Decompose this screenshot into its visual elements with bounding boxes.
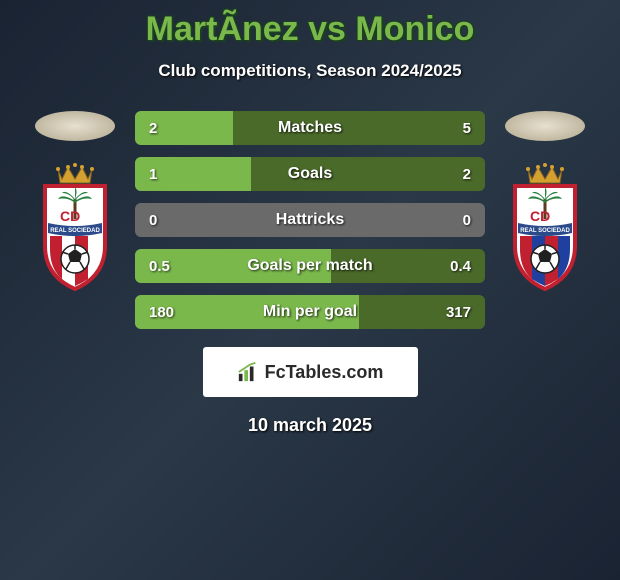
svg-text:REAL SOCIEDAD: REAL SOCIEDAD [520, 228, 570, 234]
player-left-avatar [35, 111, 115, 141]
stat-row: 0Hattricks0 [135, 203, 485, 237]
stat-value-right: 5 [463, 120, 471, 137]
stat-value-right: 0 [463, 212, 471, 229]
right-player-col: CD REAL SOCIEDAD [495, 111, 595, 291]
subtitle: Club competitions, Season 2024/2025 [158, 61, 461, 81]
player-right-avatar [505, 111, 585, 141]
stat-row: 2Matches5 [135, 111, 485, 145]
brand-badge[interactable]: FcTables.com [203, 347, 418, 397]
svg-text:CD: CD [530, 208, 550, 224]
stat-label: Matches [135, 119, 485, 137]
stat-label: Goals [135, 165, 485, 183]
left-player-col: CD REAL SOCIEDAD [25, 111, 125, 291]
page-title: MartÃ­nez vs Monico [146, 10, 475, 49]
stat-row: 1Goals2 [135, 157, 485, 191]
chart-icon [237, 361, 259, 383]
crown-icon [56, 163, 94, 183]
stat-row: 0.5Goals per match0.4 [135, 249, 485, 283]
stat-value-right: 317 [446, 304, 471, 321]
badge-cd-text: CD [60, 208, 80, 224]
player-right-club-badge: CD REAL SOCIEDAD [500, 161, 590, 291]
stat-label: Min per goal [135, 303, 485, 321]
stat-value-right: 0.4 [450, 258, 471, 275]
stat-value-right: 2 [463, 166, 471, 183]
stats-column: 2Matches51Goals20Hattricks00.5Goals per … [135, 111, 485, 329]
stat-label: Goals per match [135, 257, 485, 275]
stat-label: Hattricks [135, 211, 485, 229]
brand-text: FcTables.com [265, 362, 384, 383]
comparison-area: CD REAL SOCIEDAD 2Matches51Goals20Hattri… [0, 111, 620, 329]
date-text: 10 march 2025 [248, 415, 372, 436]
player-left-club-badge: CD REAL SOCIEDAD [30, 161, 120, 291]
stat-row: 180Min per goal317 [135, 295, 485, 329]
badge-band-text: REAL SOCIEDAD [50, 228, 100, 234]
